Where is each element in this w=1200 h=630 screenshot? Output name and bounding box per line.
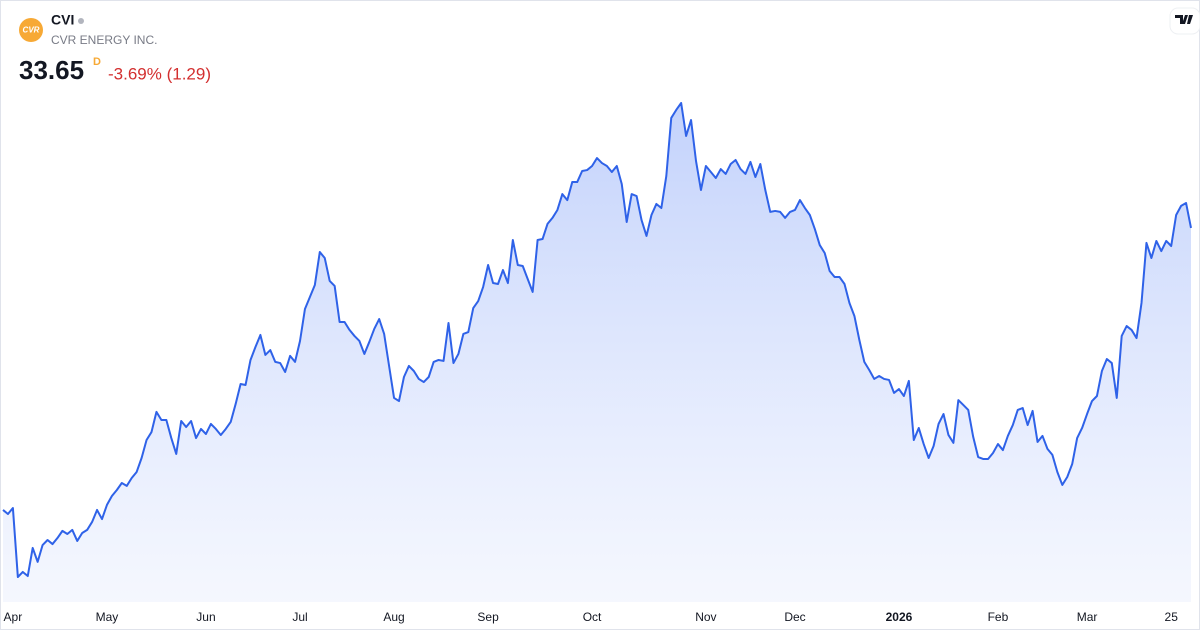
area-fill xyxy=(3,103,1191,602)
x-tick-label: May xyxy=(96,610,119,624)
x-tick-label: 2026 xyxy=(886,610,913,624)
status-dot xyxy=(78,18,84,24)
company-name: CVR ENERGY INC. xyxy=(51,33,157,47)
x-tick-label: Nov xyxy=(695,610,716,624)
tv-logo-mark[interactable] xyxy=(1175,15,1193,24)
x-tick-label: Jun xyxy=(196,610,215,624)
price-line xyxy=(2,102,1192,578)
x-tick-label: Apr xyxy=(4,610,23,624)
plot-area: Apr May Jun Jul Aug Sep Oct Nov Dec 2026 Feb Mar 25 xyxy=(2,102,1192,624)
interval: D xyxy=(93,56,101,68)
x-tick-label: Dec xyxy=(784,610,805,624)
x-tick-label: Aug xyxy=(383,610,404,624)
logo-text: CVR xyxy=(23,26,40,35)
x-tick-label: Mar xyxy=(1077,610,1098,624)
price: 33.65 xyxy=(19,55,84,85)
tv-logo[interactable] xyxy=(1169,7,1200,35)
price-change: -3.69% (1.29) xyxy=(108,64,211,83)
x-tick-label: Sep xyxy=(477,610,499,624)
symbol: CVI xyxy=(51,12,74,28)
x-tick-label: Jul xyxy=(292,610,307,624)
x-tick-label: Feb xyxy=(988,610,1009,624)
logo xyxy=(19,18,43,42)
x-tick-label: 25 xyxy=(1165,610,1179,624)
x-tick-label: Oct xyxy=(583,610,602,624)
